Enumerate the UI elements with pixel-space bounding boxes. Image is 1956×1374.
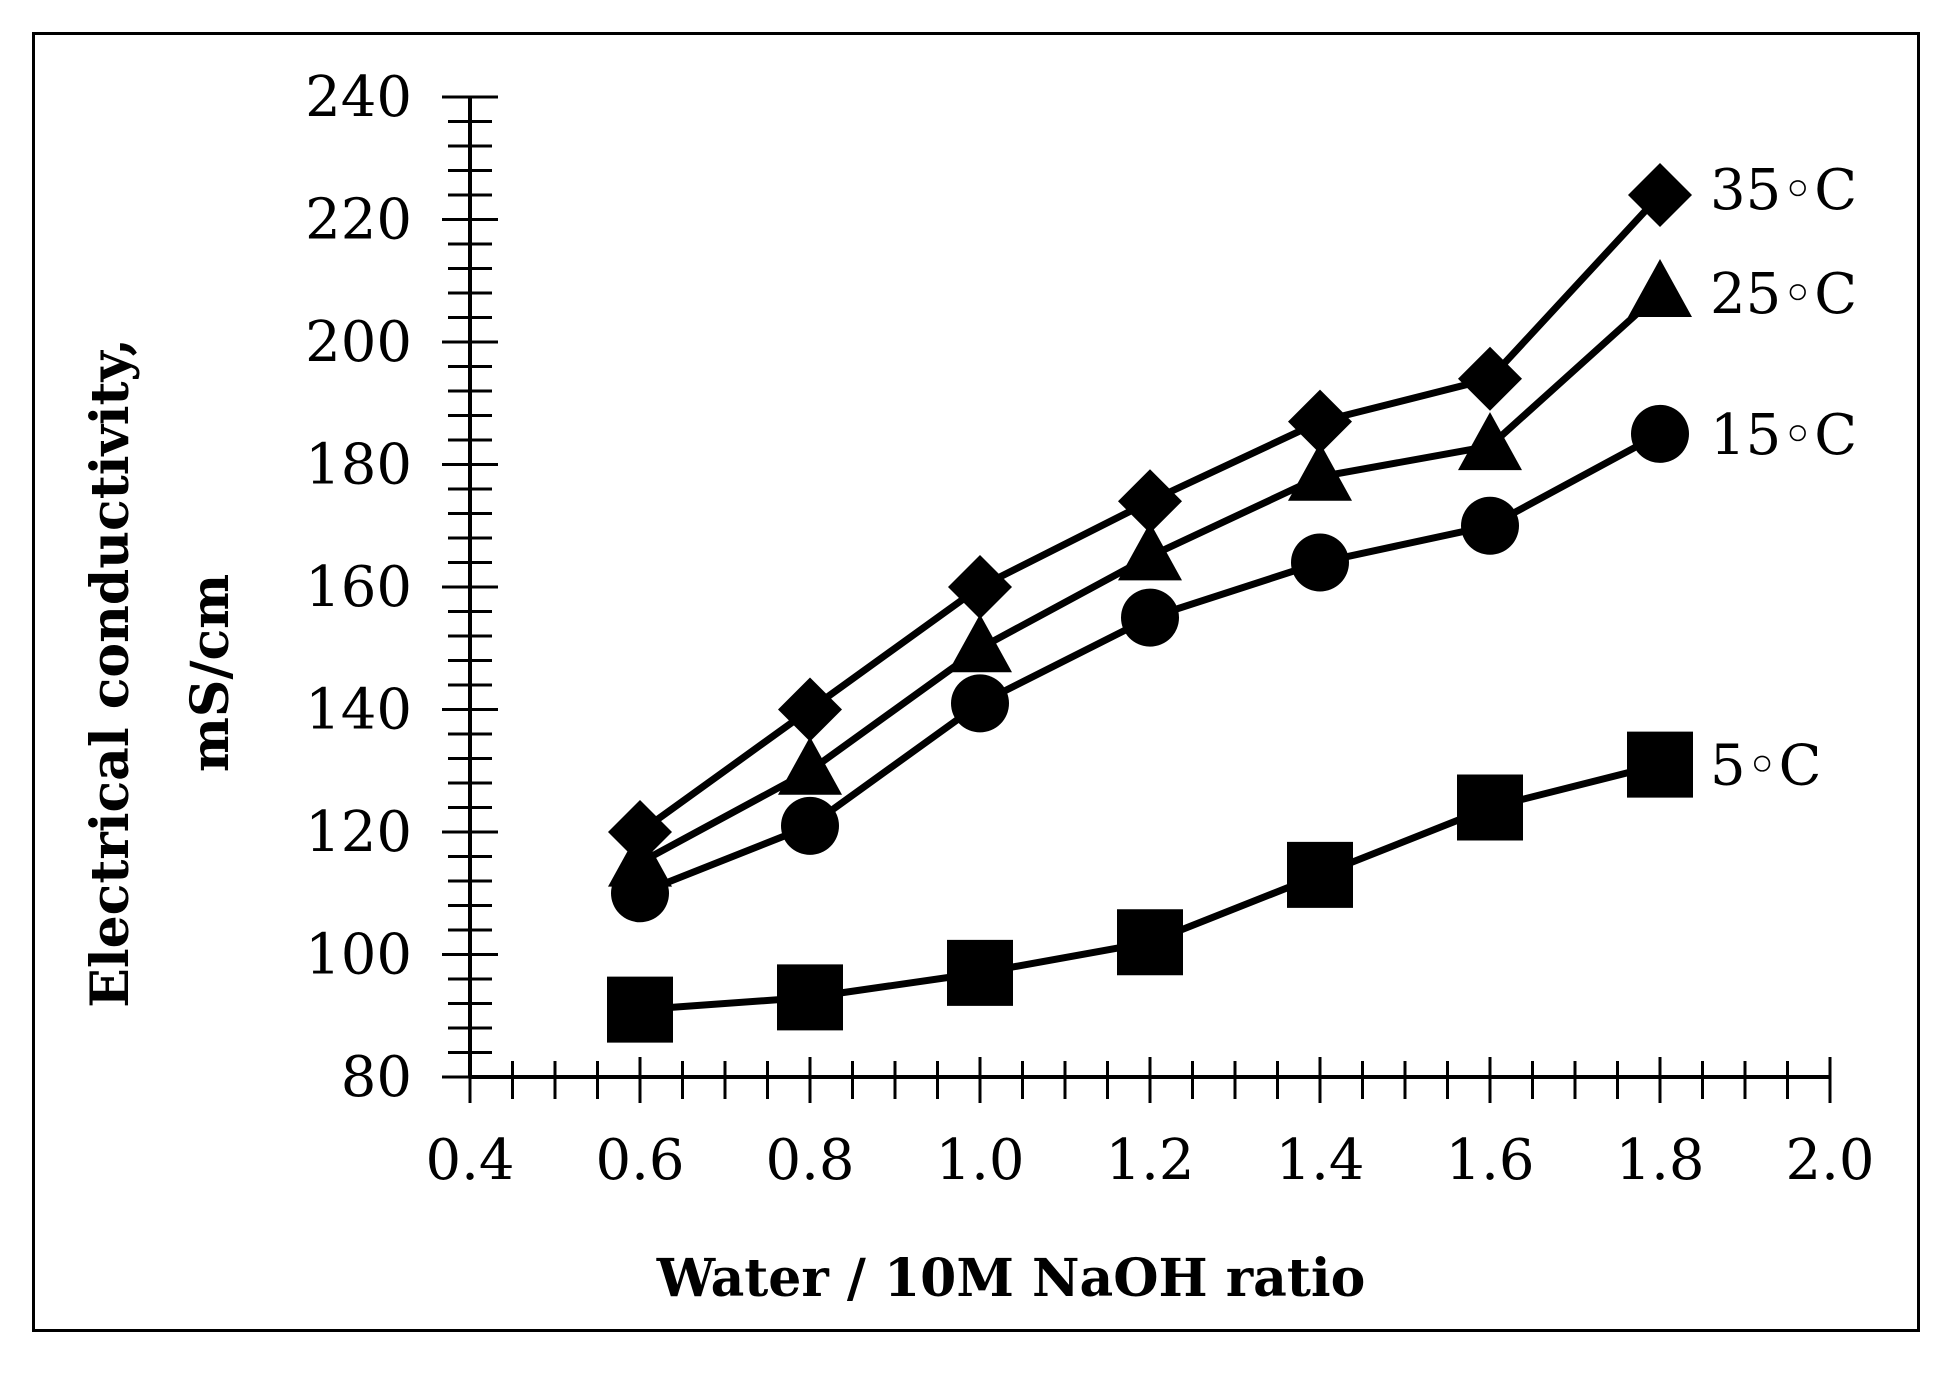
series-layer: 35◦C 25◦C 15◦C 5◦C (607, 158, 1857, 1043)
series-label: 15◦C (1710, 403, 1857, 468)
data-point-diamond (948, 555, 1012, 619)
series-label: 35◦C (1710, 158, 1857, 223)
data-point-square (777, 964, 843, 1031)
data-point-diamond (1118, 469, 1182, 534)
x-tick-label: 2.0 (1785, 1128, 1874, 1193)
x-tick-label: 1.0 (935, 1128, 1024, 1193)
data-point-triangle (1628, 259, 1692, 317)
data-point-triangle (778, 736, 842, 795)
data-point-circle (1291, 533, 1349, 592)
data-point-circle (1121, 588, 1179, 647)
series-square: 5◦C (607, 731, 1822, 1043)
y-tick-label: 220 (305, 188, 412, 253)
data-point-square (1627, 731, 1693, 798)
data-point-diamond (1458, 346, 1522, 411)
x-tick-label: 0.8 (765, 1128, 854, 1193)
data-point-diamond (778, 677, 842, 742)
series-label: 25◦C (1710, 262, 1857, 327)
y-tick-label: 240 (305, 65, 412, 130)
data-point-circle (1461, 496, 1519, 555)
data-point-square (1117, 909, 1183, 976)
x-tick-label: 1.8 (1615, 1128, 1704, 1193)
data-point-square (607, 976, 673, 1043)
data-point-circle (611, 864, 669, 923)
data-point-square (1457, 774, 1523, 841)
x-tick-label: 1.4 (1275, 1128, 1364, 1193)
data-point-triangle (1118, 522, 1182, 581)
x-tick-label: 1.2 (1105, 1128, 1194, 1193)
data-point-triangle (1288, 442, 1352, 501)
series-diamond: 35◦C (608, 158, 1857, 864)
y-tick-label: 80 (341, 1045, 412, 1110)
y-axis-title: Electrical conductivity, mS/cm (80, 338, 241, 1008)
y-axis-title-line1: Electrical conductivity, (80, 338, 141, 1008)
y-tick-label: 120 (305, 800, 412, 865)
data-point-square (1287, 841, 1353, 908)
x-tick-label: 0.6 (595, 1128, 684, 1193)
y-tick-label: 160 (305, 555, 412, 620)
data-point-square (947, 939, 1013, 1006)
x-axis-title: Water / 10M NaOH ratio (656, 1248, 1366, 1309)
data-point-circle (781, 796, 839, 855)
x-tick-label: 1.6 (1445, 1128, 1534, 1193)
series-circle: 15◦C (611, 403, 1857, 923)
y-tick-label: 140 (305, 678, 412, 743)
data-point-triangle (1458, 412, 1522, 471)
y-tick-label: 100 (305, 923, 412, 988)
y-axis-title-line2: mS/cm (180, 574, 241, 772)
axes: 0.4 0.6 0.8 1.0 1.2 1.4 1.6 1.8 2.0 80 100 120 140 16… (305, 65, 1874, 1193)
series-label: 5◦C (1710, 734, 1822, 799)
y-tick-label: 200 (305, 310, 412, 375)
data-point-diamond (1628, 163, 1692, 227)
data-point-circle (951, 674, 1009, 733)
series-triangle: 25◦C (608, 259, 1857, 887)
data-point-circle (1631, 404, 1689, 463)
x-tick-label: 0.4 (425, 1128, 514, 1193)
y-tick-label: 180 (305, 433, 412, 498)
data-point-diamond (1288, 389, 1352, 454)
data-point-triangle (948, 614, 1012, 673)
